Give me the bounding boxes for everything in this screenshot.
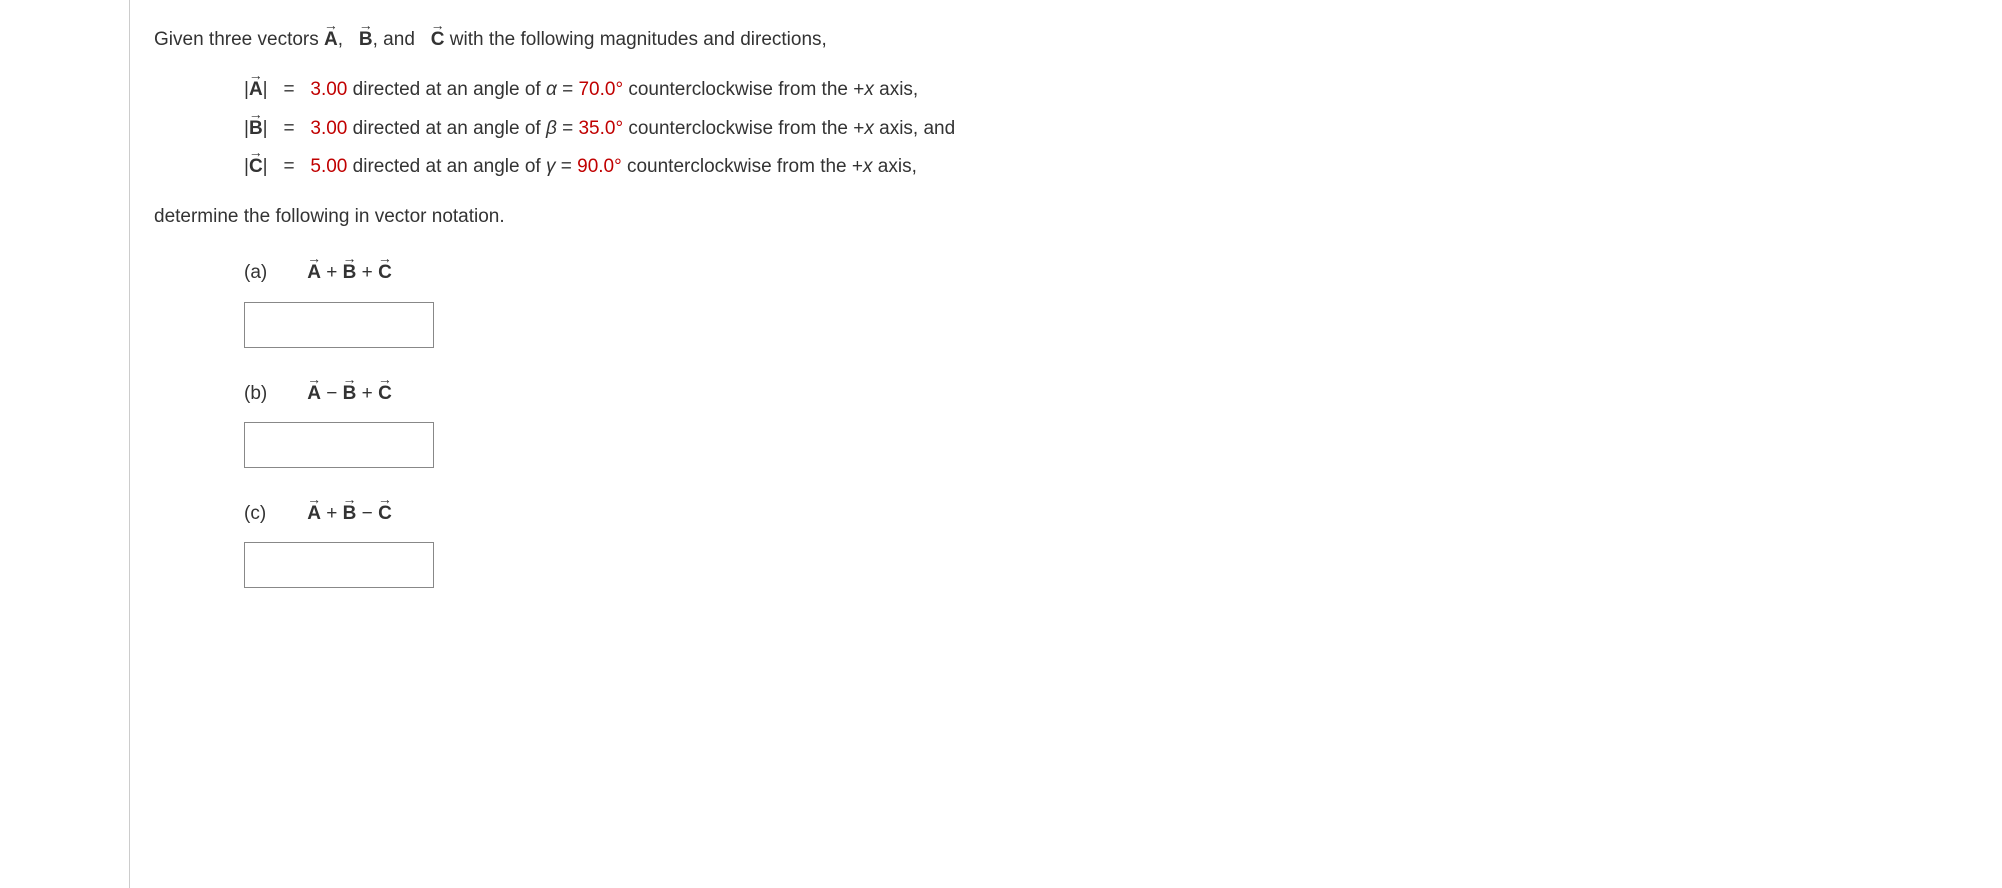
intro-sep2: , and xyxy=(373,29,421,50)
magnitude-c-line: |→C| = 5.00 directed at an angle of γ = … xyxy=(154,151,1978,183)
mag-a-value: 3.00 xyxy=(310,79,347,100)
vector-c-symbol: →C xyxy=(431,24,445,56)
answer-input-c[interactable] xyxy=(244,542,434,588)
part-b: (b) →A − →B + →C xyxy=(154,378,1978,410)
content-area: Given three vectors →A, →B, and →C with … xyxy=(130,0,2002,888)
left-gutter xyxy=(0,0,130,888)
part-a: (a) →A + →B + →C xyxy=(154,257,1978,289)
answer-input-a[interactable] xyxy=(244,302,434,348)
gamma-symbol: γ xyxy=(546,156,556,177)
part-c: (c) →A + →B − →C xyxy=(154,498,1978,530)
intro-sep1: , xyxy=(338,29,349,50)
beta-symbol: β xyxy=(546,118,557,139)
mag-c-value: 5.00 xyxy=(310,156,347,177)
mag-b-value: 3.00 xyxy=(310,118,347,139)
part-b-expression: →A − →B + →C xyxy=(307,378,392,410)
intro-suffix: with the following magnitudes and direct… xyxy=(450,29,827,50)
part-c-expression: →A + →B − →C xyxy=(307,498,392,530)
alpha-symbol: α xyxy=(546,79,557,100)
part-b-label: (b) xyxy=(244,378,302,410)
magnitude-b-line: |→B| = 3.00 directed at an angle of β = … xyxy=(154,113,1978,145)
mag-c-symbol: →C xyxy=(249,151,263,183)
gamma-value: 90.0° xyxy=(577,156,622,177)
intro-prefix: Given three vectors xyxy=(154,29,324,50)
intro-line: Given three vectors →A, →B, and →C with … xyxy=(154,24,1978,56)
answer-input-b[interactable] xyxy=(244,422,434,468)
part-a-label: (a) xyxy=(244,257,302,289)
page: Given three vectors →A, →B, and →C with … xyxy=(0,0,2002,888)
instruction-line: determine the following in vector notati… xyxy=(154,201,1978,233)
part-a-expression: →A + →B + →C xyxy=(307,257,392,289)
alpha-value: 70.0° xyxy=(578,79,623,100)
part-c-label: (c) xyxy=(244,498,302,530)
magnitude-a-line: |→A| = 3.00 directed at an angle of α = … xyxy=(154,74,1978,106)
vector-a-symbol: →A xyxy=(324,24,338,56)
beta-value: 35.0° xyxy=(578,118,623,139)
vector-b-symbol: →B xyxy=(359,24,373,56)
